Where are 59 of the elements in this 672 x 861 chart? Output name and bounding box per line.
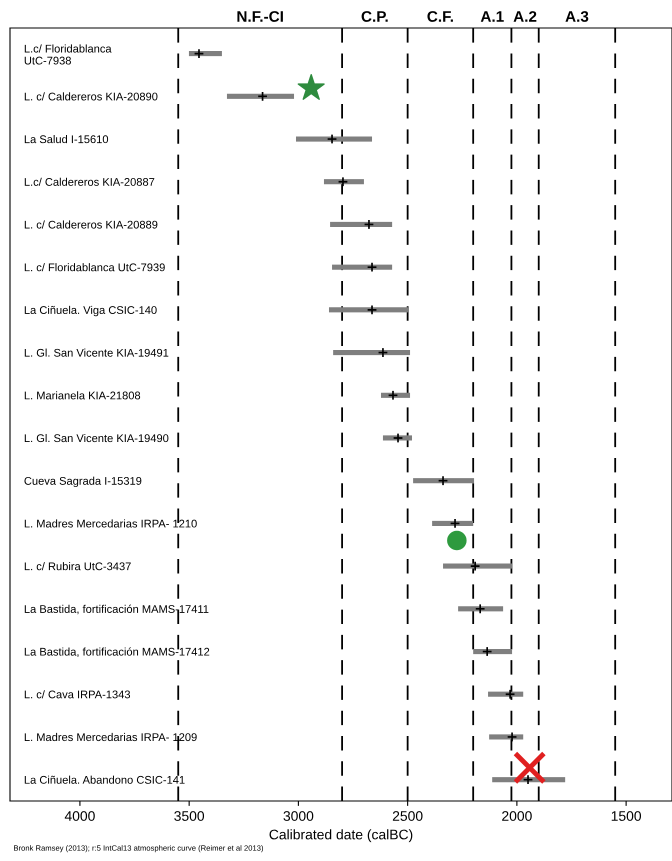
- y-tick-label: L.c/ Caldereros KIA-20887: [24, 178, 154, 186]
- y-tick-label: La Bastida, fortificación MAMS-17411: [24, 604, 208, 614]
- y-tick-label: La Ciñuela. Abandono CSIC-141: [24, 776, 185, 784]
- point: [504, 689, 516, 700]
- y-tick-label: La Ciñuela. Viga CSIC-140: [24, 306, 157, 316]
- point: [522, 774, 534, 785]
- point: [366, 262, 378, 272]
- bar: [226, 94, 294, 99]
- bar: [324, 179, 364, 184]
- y-tick-label: L. c/ Cava IRPA-1343: [24, 690, 130, 698]
- y-tick-label: L. Gl. San Vicente KIA-19490: [24, 434, 168, 442]
- point: [326, 134, 338, 144]
- point: [392, 432, 404, 444]
- x-axis-title: Calibrated date (calBC): [270, 829, 412, 842]
- text: A.1: [480, 11, 504, 22]
- point: [470, 560, 480, 572]
- y-tick-label: L. Marianela KIA-21808: [24, 391, 140, 400]
- y-tick-label: L.c/ Floridablanca UtC-7938: [24, 44, 112, 65]
- x-tick-label: 4000: [64, 811, 95, 821]
- x-tick-label: 2000: [502, 811, 532, 821]
- text: A.2: [514, 11, 536, 22]
- bar: [296, 136, 372, 142]
- text: N.F.-CI: [237, 11, 283, 22]
- bar: [413, 478, 474, 484]
- bar: [330, 222, 392, 228]
- point: [474, 604, 486, 614]
- point: [366, 304, 378, 316]
- y-tick-label: La Salud I-15610: [24, 135, 108, 144]
- y-tick-label: L. Madres Mercedarias IRPA- 1210: [24, 519, 197, 528]
- point: [506, 732, 518, 742]
- bar: [328, 307, 409, 312]
- y-tick-label: L. Madres Mercedarias IRPA- 1209: [24, 732, 197, 742]
- point: [194, 48, 204, 59]
- bar: [332, 264, 392, 270]
- y-tick-label: L. Gl. San Vicente KIA-19491: [24, 348, 168, 357]
- y-tick-label: L. c/ Floridablanca UtC-7939: [24, 263, 165, 272]
- text: C.F.: [427, 11, 453, 22]
- point: [388, 390, 398, 401]
- bar: [333, 350, 410, 356]
- x-tick-label: 3000: [283, 811, 314, 821]
- y-tick-label: L. c/ Rubira UtC-3437: [24, 562, 131, 570]
- point: [257, 91, 268, 102]
- point: [338, 176, 348, 187]
- point: [364, 219, 374, 230]
- x-tick-label: 1500: [612, 811, 642, 821]
- x-tick-label: 2500: [392, 811, 423, 821]
- text: C.P.: [362, 11, 388, 22]
- point: [378, 347, 388, 358]
- y-tick-label: La Bastida, fortificación MAMS-17412: [24, 647, 210, 657]
- x-tick-label: 3500: [174, 811, 204, 821]
- y-tick-label: Cueva Sagrada I-15319: [24, 476, 142, 488]
- bar: [458, 606, 504, 612]
- text: A.3: [565, 11, 588, 22]
- point: [482, 646, 492, 657]
- y-tick-label: L. c/ Caldereros KIA-20889: [24, 220, 158, 229]
- point: [438, 475, 448, 486]
- bar: [443, 564, 512, 569]
- point: [450, 518, 460, 529]
- y-tick-label: L. c/ Caldereros KIA-20890: [24, 92, 158, 100]
